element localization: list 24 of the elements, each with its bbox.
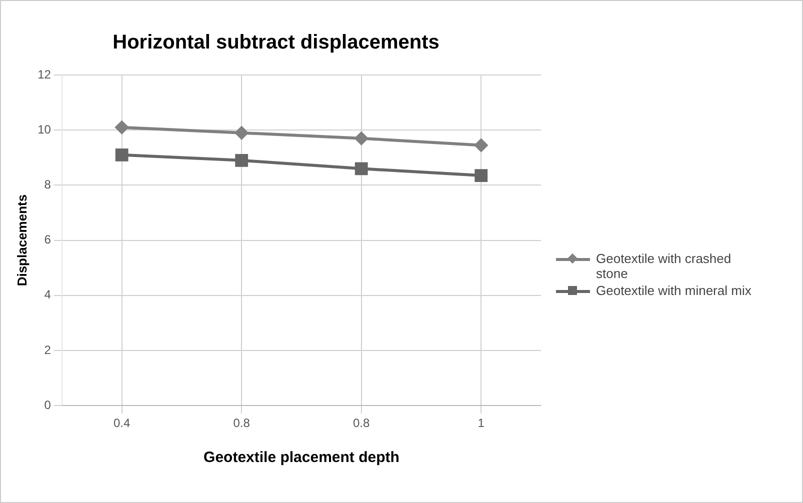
point [354,162,368,176]
y-tick-label: 10 [38,122,52,136]
x-tick-label: 1 [478,416,485,430]
point [474,138,488,152]
legend-label: Geotextile with mineral mix [596,283,752,298]
point [115,148,128,162]
x-tick-label: 0.4 [113,416,130,430]
y-tick-label: 4 [44,288,52,302]
point [354,132,368,145]
y-tick-label: 12 [38,67,52,82]
point [115,120,128,134]
point [474,169,488,182]
x-tick-label: 0.8 [233,416,250,430]
x-tick-label: 0.8 [353,416,370,430]
point [235,154,248,167]
y-tick-label: 6 [44,232,52,247]
point [235,126,248,140]
y-tick-label: 8 [44,178,52,192]
y-axis-title: Displacements [14,194,30,286]
y-tick-label: 0 [44,398,52,412]
x-axis-title: Geotextile placement depth [204,449,400,466]
chart-title: Horizontal subtract displacements [112,32,440,54]
y-tick-label: 2 [44,342,52,357]
legend-label: Geotextile with crashed stone [596,251,732,281]
